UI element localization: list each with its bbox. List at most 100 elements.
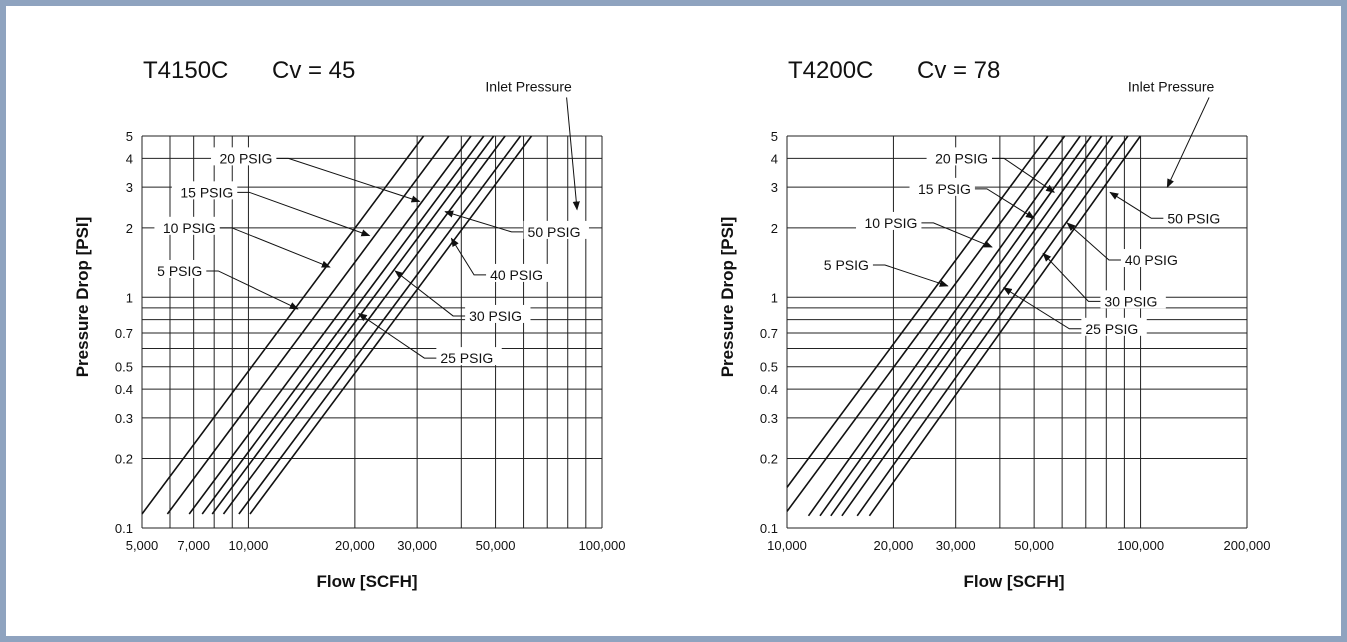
callout-background	[465, 304, 531, 323]
callout-30-psig: 30 PSIG	[1042, 252, 1166, 309]
callout-label: 50 PSIG	[1167, 210, 1220, 226]
tick-labels: 10,000 20,000 30,000 50,000 100,000 200,000 0.…	[760, 129, 1271, 553]
chart-t4150c: T4150C Cv = 45 Flow [SCFH] Pressure Drop…	[73, 57, 626, 591]
callout-50-psig: 50 PSIG	[1109, 191, 1229, 226]
annotation-inlet-pressure: Inlet Pressure	[1128, 78, 1214, 189]
y-tick-label: 0.1	[760, 521, 778, 536]
callout-10-psig: 10 PSIG	[154, 216, 331, 268]
callout-20-psig: 20 PSIG	[211, 147, 421, 203]
x-tick-label: 20,000	[335, 538, 375, 553]
plot-grid	[786, 135, 1248, 529]
callout-background	[149, 259, 207, 278]
callout-label: 15 PSIG	[180, 184, 233, 200]
y-tick-label: 5	[126, 129, 133, 144]
tick-labels: 5,000 7,000 10,000 20,000 30,000 50,000 100,00…	[115, 129, 626, 553]
x-tick-label: 30,000	[936, 538, 976, 553]
callout-arrow	[921, 222, 993, 248]
y-tick-label: 0.3	[760, 411, 778, 426]
callout-label: 5 PSIG	[157, 263, 202, 279]
callout-25-psig: 25 PSIG	[1002, 287, 1147, 337]
x-tick-label: 200,000	[1224, 538, 1271, 553]
callout-background	[523, 220, 589, 239]
callout-background	[815, 253, 873, 272]
y-tick-label: 0.4	[760, 382, 778, 397]
callout-label: 15 PSIG	[918, 181, 971, 197]
callout-background	[1120, 249, 1187, 268]
callout-label: 40 PSIG	[490, 267, 543, 283]
callout-label: 20 PSIG	[935, 150, 988, 166]
series-line-10-psig	[166, 135, 450, 515]
y-tick-label: 0.5	[760, 360, 778, 375]
series-line-50-psig	[868, 135, 1142, 517]
series-line-5-psig	[141, 135, 425, 515]
y-tick-label: 3	[126, 180, 133, 195]
y-tick-label: 1	[126, 290, 133, 305]
y-tick-label: 0.5	[115, 360, 133, 375]
series-line-20-psig	[819, 135, 1092, 517]
callout-40-psig: 40 PSIG	[450, 237, 552, 283]
x-tick-label: 30,000	[397, 538, 437, 553]
y-tick-label: 0.2	[115, 452, 133, 467]
callout-arrow	[450, 237, 487, 276]
callout-20-psig: 20 PSIG	[926, 147, 1055, 193]
callout-40-psig: 40 PSIG	[1066, 222, 1187, 268]
callout-background	[926, 147, 992, 166]
series-line-40-psig	[856, 135, 1129, 517]
callout-10-psig: 10 PSIG	[856, 211, 993, 248]
series-line-30-psig	[222, 135, 506, 515]
callout-arrow	[1042, 252, 1101, 302]
callout-background	[154, 216, 220, 235]
series-line-10-psig	[786, 135, 1066, 512]
callout-arrow	[237, 191, 371, 237]
y-tick-label: 3	[771, 180, 778, 195]
series-callouts: 20 PSIG 15 PSIG 10 PSIG 5 PSIG 50 PSIG 40 PSI…	[149, 78, 589, 366]
callout-30-psig: 30 PSIG	[394, 270, 531, 324]
callout-background	[856, 211, 922, 230]
series-line-15-psig	[807, 135, 1081, 517]
callout-arrow	[1002, 287, 1082, 330]
y-tick-label: 2	[771, 221, 778, 236]
y-tick-label: 0.1	[115, 521, 133, 536]
y-tick-label: 0.7	[115, 326, 133, 341]
y-tick-label: 0.7	[760, 326, 778, 341]
callout-arrow	[991, 157, 1055, 193]
x-tick-label: 10,000	[767, 538, 807, 553]
callout-arrow	[872, 264, 949, 287]
callout-label: 30 PSIG	[1104, 293, 1157, 309]
annotation-arrow	[566, 97, 580, 211]
callout-background	[1100, 290, 1166, 309]
y-axis-title: Pressure Drop [PSI]	[718, 217, 737, 378]
callout-background	[436, 347, 502, 366]
x-axis-title: Flow [SCFH]	[963, 572, 1064, 591]
callout-label: 10 PSIG	[865, 215, 918, 231]
x-tick-label: 10,000	[229, 538, 269, 553]
callout-15-psig: 15 PSIG	[909, 177, 1035, 219]
series-line-5-psig	[786, 135, 1049, 488]
x-tick-label: 5,000	[126, 538, 159, 553]
x-tick-label: 50,000	[476, 538, 516, 553]
callout-label: 30 PSIG	[469, 308, 522, 324]
y-tick-label: 4	[771, 151, 778, 166]
callout-background	[171, 181, 238, 200]
y-axis-title: Pressure Drop [PSI]	[73, 217, 92, 378]
callout-arrow	[1109, 191, 1164, 219]
callout-50-psig: 50 PSIG	[444, 210, 589, 240]
annotation-label: Inlet Pressure	[485, 78, 572, 94]
series-line-25-psig	[211, 135, 495, 515]
callout-arrow	[974, 188, 1035, 219]
y-tick-label: 1	[771, 290, 778, 305]
callout-arrow	[1066, 222, 1121, 261]
chart-title: T4150C	[143, 57, 228, 84]
callout-background	[486, 263, 552, 282]
callout-5-psig: 5 PSIG	[815, 253, 949, 287]
x-tick-label: 100,000	[1117, 538, 1164, 553]
y-tick-label: 0.2	[760, 452, 778, 467]
series-line-50-psig	[249, 135, 533, 515]
x-tick-label: 50,000	[1014, 538, 1054, 553]
callout-background	[1163, 207, 1229, 226]
series-lines	[141, 135, 533, 515]
callout-arrow	[444, 210, 524, 233]
callout-arrow	[276, 157, 421, 203]
annotation-inlet-pressure: Inlet Pressure	[485, 78, 580, 211]
